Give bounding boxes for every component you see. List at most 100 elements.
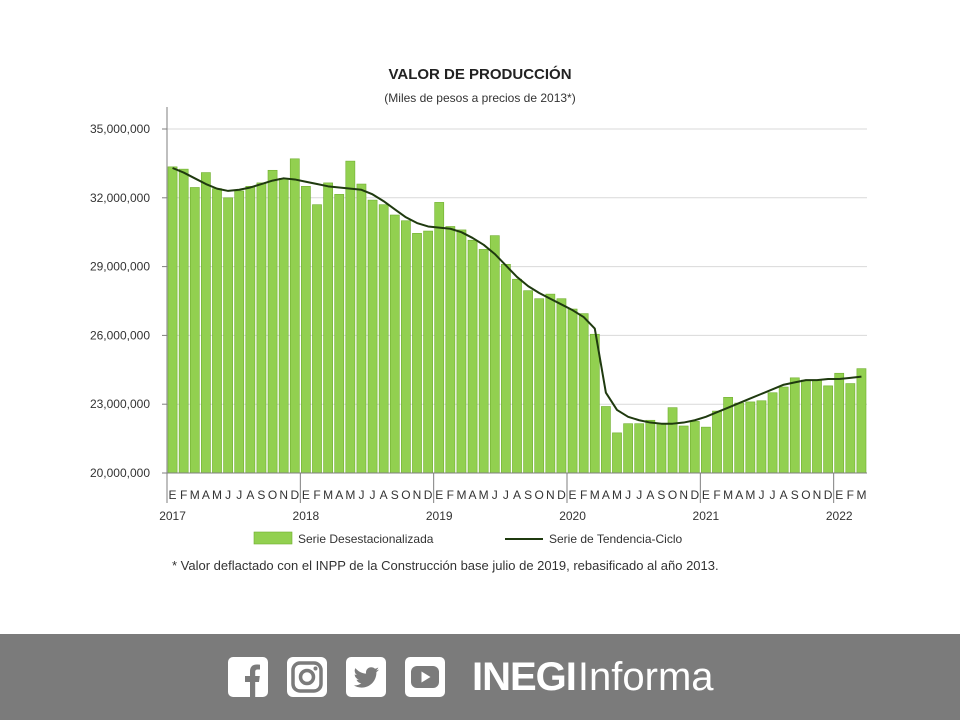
x-tick-label: J <box>503 488 509 502</box>
x-tick-label: O <box>401 488 410 502</box>
bar <box>856 368 867 474</box>
x-tick-label: E <box>569 488 577 502</box>
bar <box>378 204 389 474</box>
x-tick-label: M <box>590 488 600 502</box>
x-tick-label: A <box>513 488 521 502</box>
x-tick-label: A <box>202 488 210 502</box>
bar <box>501 264 511 474</box>
bar <box>834 372 845 474</box>
x-tick-label: N <box>813 488 822 502</box>
x-tick-label: M <box>745 488 755 502</box>
bar <box>389 214 400 474</box>
bar <box>467 239 478 474</box>
bar <box>267 169 278 474</box>
x-tick-label: S <box>257 488 265 502</box>
bar <box>678 425 689 474</box>
bar <box>689 421 700 474</box>
bar-series <box>167 158 867 474</box>
bar <box>823 385 833 474</box>
bar <box>701 426 711 474</box>
x-tick-label: A <box>246 488 254 502</box>
bar <box>289 158 300 474</box>
x-tick-label: A <box>780 488 788 502</box>
bar <box>545 293 556 474</box>
bar <box>334 194 345 474</box>
bar <box>423 230 433 474</box>
year-label: 2021 <box>693 509 720 523</box>
x-tick-label: O <box>801 488 810 502</box>
trend-series <box>172 167 862 425</box>
year-label: 2017 <box>159 509 186 523</box>
bar <box>223 197 233 474</box>
bar <box>445 226 456 474</box>
bar <box>534 298 545 474</box>
x-tick-label: J <box>770 488 776 502</box>
legend-swatch-bars <box>253 531 293 545</box>
x-tick-label: S <box>524 488 532 502</box>
bar <box>656 423 667 474</box>
x-tick-label: D <box>424 488 433 502</box>
legend-label-bars: Serie Desestacionalizada <box>298 532 434 546</box>
x-tick-label: M <box>479 488 489 502</box>
bar <box>567 308 578 474</box>
bar <box>645 419 656 474</box>
x-tick-label: M <box>612 488 622 502</box>
brand-inegi: INEGI <box>472 654 577 699</box>
bar <box>578 313 589 474</box>
y-tick-label: 32,000,000 <box>90 191 150 205</box>
bar <box>612 432 622 474</box>
bar <box>189 187 200 474</box>
bar <box>234 190 245 474</box>
y-tick-label: 29,000,000 <box>90 260 150 274</box>
x-tick-label: O <box>268 488 277 502</box>
x-tick-label: J <box>225 488 231 502</box>
twitter-icon[interactable] <box>346 657 386 697</box>
year-label: 2019 <box>426 509 453 523</box>
x-tick-label: E <box>835 488 843 502</box>
chart-title: VALOR DE PRODUCCIÓN <box>388 65 571 83</box>
x-tick-label: N <box>679 488 688 502</box>
bar <box>345 160 356 474</box>
instagram-icon[interactable] <box>287 657 327 697</box>
bar <box>456 229 467 474</box>
x-tick-label: F <box>313 488 320 502</box>
x-tick-label: D <box>290 488 299 502</box>
chart-subtitle: (Miles de pesos a precios de 2013*) <box>384 91 575 105</box>
x-tick-label: J <box>492 488 498 502</box>
bar <box>356 183 367 474</box>
bar <box>256 182 267 474</box>
bar <box>245 186 256 474</box>
bar <box>301 186 311 474</box>
brand-informa: Informa <box>577 654 714 699</box>
y-tick-label: 26,000,000 <box>90 328 150 342</box>
x-tick-label: E <box>169 488 177 502</box>
bar <box>523 290 533 474</box>
x-tick-label: M <box>190 488 200 502</box>
bar <box>323 182 333 474</box>
youtube-icon[interactable] <box>405 657 445 697</box>
x-tick-label: J <box>636 488 642 502</box>
x-tick-label: A <box>735 488 743 502</box>
bar <box>745 401 756 474</box>
bar <box>434 202 445 474</box>
axes: 35,000,000 32,000,000 29,000,000 26,000,000… <box>90 107 867 523</box>
x-tick-label: O <box>535 488 544 502</box>
bar <box>756 400 767 474</box>
x-tick-label: N <box>279 488 288 502</box>
x-tick-label: J <box>758 488 764 502</box>
x-tick-label: D <box>690 488 699 502</box>
x-tick-label: E <box>435 488 443 502</box>
bar <box>367 199 378 474</box>
bar <box>845 383 856 474</box>
x-tick-label: F <box>447 488 454 502</box>
facebook-icon[interactable] <box>228 657 268 697</box>
bar <box>789 377 800 474</box>
x-tick-label: M <box>456 488 466 502</box>
x-tick-label: M <box>345 488 355 502</box>
x-tick-label: F <box>180 488 187 502</box>
x-tick-label: F <box>847 488 854 502</box>
y-tick-label: 20,000,000 <box>90 466 150 480</box>
footer-bar: INEGI Informa <box>0 634 960 720</box>
bar <box>734 402 745 474</box>
bar <box>312 204 322 474</box>
